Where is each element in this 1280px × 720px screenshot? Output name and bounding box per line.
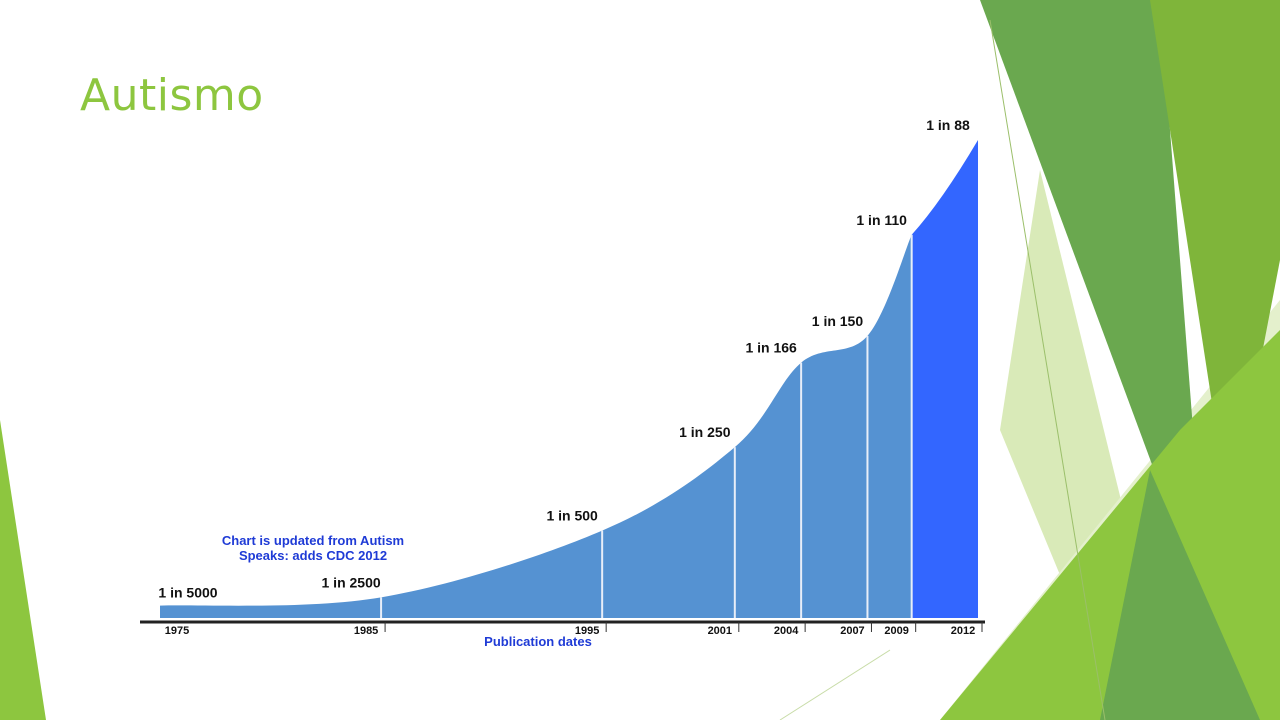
- annotation-line-2: Speaks: adds CDC 2012: [239, 548, 387, 563]
- left-green-sliver: [0, 420, 46, 720]
- x-tick-label-1995: 1995: [575, 625, 599, 637]
- x-tick-label-2007: 2007: [840, 625, 864, 637]
- x-tick-label-2001: 2001: [708, 625, 732, 637]
- area-layer: [160, 140, 978, 619]
- slide-title: Autismo: [80, 70, 264, 121]
- decorative-thin-line: [989, 19, 1106, 720]
- divider-layer: [380, 234, 913, 618]
- right-bottom-dark-green: [1100, 470, 1260, 720]
- right-light-wedge-2: [940, 300, 1280, 720]
- x-tick-label-2009: 2009: [884, 625, 908, 637]
- data-label-2004: 1 in 166: [745, 340, 797, 356]
- data-label-2009: 1 in 110: [856, 212, 907, 228]
- decorative-thin-line-2: [779, 649, 891, 720]
- annotation-line-1: Chart is updated from Autism: [222, 533, 404, 548]
- right-dark-green-band: [980, 0, 1200, 540]
- data-label-2001: 1 in 250: [679, 424, 731, 440]
- data-label-1985: 1 in 2500: [322, 574, 381, 590]
- x-tick-label-2004: 2004: [774, 625, 799, 637]
- x-tick-label-1975: 1975: [165, 625, 189, 637]
- area-series-2012: [911, 140, 978, 618]
- x-tick-label-1985: 1985: [354, 625, 378, 637]
- x-axis-title: Publication dates: [484, 634, 592, 649]
- data-label-2012: 1 in 88: [926, 117, 970, 133]
- tick-layer: [384, 622, 983, 632]
- label-layer: 1975 1985 1995 2001 2004 2007 2009 2012 1 in 500…: [158, 117, 975, 637]
- data-label-1995: 1 in 500: [546, 508, 598, 524]
- x-tick-label-2012: 2012: [951, 625, 975, 637]
- data-label-2007: 1 in 150: [812, 313, 864, 329]
- data-label-1975: 1 in 5000: [158, 585, 217, 601]
- area-series-main: [160, 234, 912, 619]
